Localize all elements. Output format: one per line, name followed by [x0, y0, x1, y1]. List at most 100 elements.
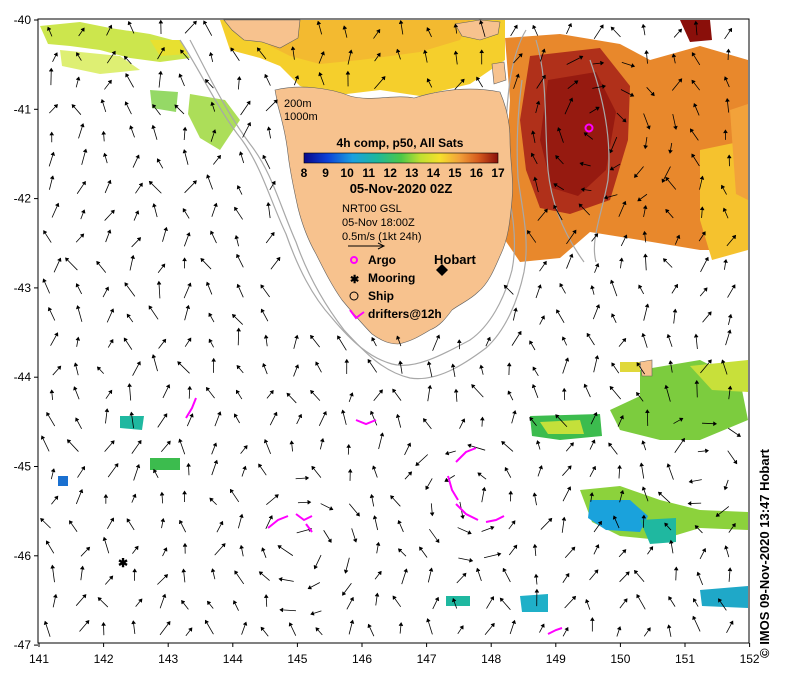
current-arrow-head [298, 413, 303, 419]
current-arrow-head [535, 100, 541, 105]
current-arrow-head [691, 153, 696, 158]
current-arrow-head [590, 285, 595, 290]
current-arrow-head [177, 361, 182, 366]
current-arrow-head [453, 388, 459, 393]
drifter-arrow-icon [349, 309, 365, 320]
current-arrow-head [612, 515, 617, 520]
current-arrow-head [162, 338, 167, 343]
current-arrow-head [375, 541, 381, 546]
current-arrow-head [110, 209, 115, 214]
current-arrow-head [210, 568, 216, 573]
current-arrow-head [427, 384, 432, 389]
current-arrow-head [557, 127, 562, 132]
current-arrow-head [135, 210, 140, 215]
mooring-star-icon: ✱ [350, 274, 359, 286]
current-arrow-head [720, 184, 725, 189]
current-arrow-head [419, 546, 423, 551]
current-arrow-head [342, 591, 346, 596]
current-arrow-head [40, 517, 45, 522]
current-arrow-head [641, 23, 646, 28]
current-arrow-head [630, 92, 635, 97]
current-arrow-head [559, 283, 564, 288]
current-arrow-head [712, 421, 717, 426]
current-arrow-head [537, 284, 542, 289]
current-arrow-head [511, 619, 516, 625]
current-arrow-head [153, 468, 158, 474]
current-arrow-head [407, 442, 412, 447]
current-arrow-head [80, 233, 85, 238]
current-arrow-head [96, 260, 101, 266]
current-arrow-head [561, 516, 567, 521]
current-arrow-head [398, 622, 404, 627]
current-arrow-head [479, 49, 484, 54]
colorbar-ticks: 8 9 10 11 12 13 14 15 16 17 [301, 166, 505, 180]
colorbar-tick-label: 17 [491, 166, 505, 180]
current-arrow-head [678, 78, 683, 83]
current-arrow-head [452, 597, 457, 603]
current-arrow-head [129, 125, 134, 130]
current-time: 05-Nov 18:00Z [342, 217, 415, 229]
current-arrow-head [453, 50, 459, 55]
current-arrow-head [704, 256, 709, 262]
current-arrow-head [108, 389, 113, 394]
lat-tick-label: -47 [14, 638, 32, 652]
current-arrow-head [715, 512, 720, 517]
current-arrow-head [124, 101, 129, 106]
current-arrow-head [696, 571, 701, 576]
current-arrow-head [476, 567, 481, 572]
current-arrow-head [348, 49, 353, 54]
legend: Argo ✱ Mooring Ship drifters@12h [349, 253, 442, 321]
current-arrow-head [555, 155, 560, 160]
current-arrow-head [86, 546, 91, 551]
current-arrow-head [101, 621, 106, 626]
current-arrow-head [595, 106, 600, 111]
current-arrow-head [462, 572, 467, 577]
current-arrow-head [231, 314, 237, 319]
current-arrow-head [534, 573, 539, 578]
current-arrow-head [367, 623, 372, 628]
current-arrow-head [126, 518, 131, 523]
current-arrow-head [533, 176, 538, 181]
current-arrow-head [182, 257, 187, 262]
current-arrow-head [668, 360, 673, 365]
current-arrow-head [731, 284, 736, 289]
current-arrow-head [289, 440, 294, 445]
current-arrow-head [728, 27, 733, 32]
current-arrow-head [668, 149, 673, 154]
current-arrow-head [180, 49, 185, 54]
current-arrow-head [134, 545, 139, 550]
current-arrow-head [490, 525, 495, 530]
current-arrow-head [159, 491, 165, 496]
current-arrow-head [203, 20, 208, 25]
current-arrow-head [479, 364, 484, 369]
current-arrow-head [158, 70, 163, 75]
current-arrow-head [42, 278, 47, 283]
current-arrow-head [55, 202, 60, 207]
lon-tick-label: 143 [158, 652, 178, 666]
current-arrow-head [636, 594, 641, 599]
current-arrow-head [206, 174, 211, 179]
current-arrow-head [152, 203, 157, 208]
current-arrow-head [182, 126, 188, 131]
current-arrow-head [270, 231, 275, 237]
current-vectors [40, 19, 741, 637]
current-arrow-head [598, 520, 602, 525]
current-arrow-head [236, 253, 241, 259]
current-arrow-head [469, 558, 474, 563]
current-arrow-head [435, 538, 440, 544]
current-arrow-head [138, 182, 143, 187]
current-arrow-head [673, 125, 678, 130]
current-arrow-head [234, 235, 239, 240]
current-arrow-head [600, 60, 605, 66]
current-arrow-head [262, 363, 267, 368]
current-arrow-head [381, 76, 386, 81]
current-arrow-head [337, 335, 341, 340]
current-arrow-head [423, 418, 427, 423]
current-arrow-head [82, 180, 86, 186]
current-arrow-head [236, 283, 241, 288]
current-arrow-head [594, 233, 599, 238]
lat-tick-label: -40 [14, 13, 32, 27]
current-arrow-head [529, 416, 534, 421]
current-arrow-head [53, 52, 58, 57]
current-arrow-head [374, 592, 380, 597]
